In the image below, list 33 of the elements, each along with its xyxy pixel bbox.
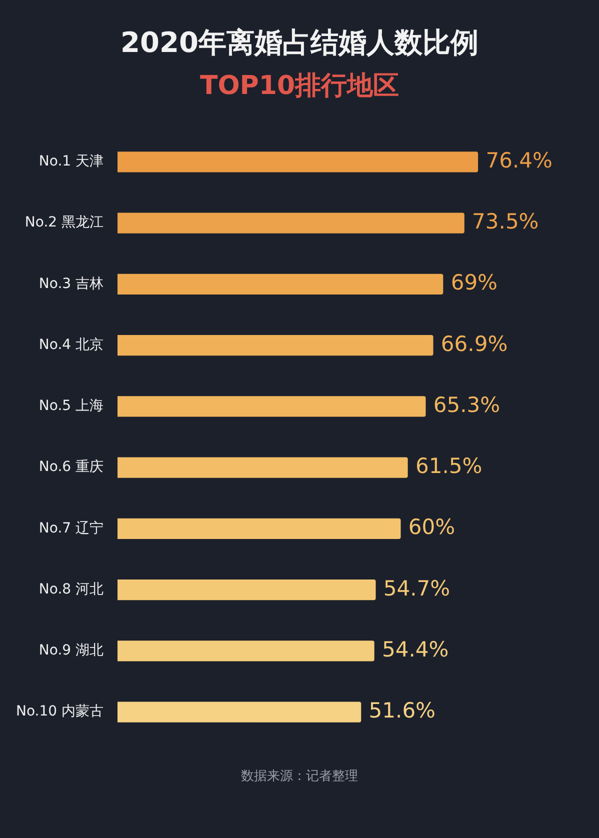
y-tick-label: No.9 湖北 bbox=[38, 642, 104, 659]
bar bbox=[118, 274, 444, 295]
y-tick-label: No.8 河北 bbox=[38, 581, 104, 598]
data-label: 76.4% bbox=[486, 148, 552, 172]
data-label: 61.5% bbox=[415, 454, 482, 478]
data-label: 54.7% bbox=[383, 576, 450, 600]
bar bbox=[118, 457, 408, 478]
y-tick-label: No.2 黑龙江 bbox=[24, 214, 104, 231]
data-label: 73.5% bbox=[472, 210, 539, 234]
y-tick-label: No.7 辽宁 bbox=[38, 520, 104, 536]
y-tick-label: No.10 内蒙古 bbox=[16, 704, 104, 720]
data-label: 51.6% bbox=[368, 698, 436, 722]
data-label: 66.9% bbox=[440, 332, 508, 356]
bar bbox=[118, 579, 376, 600]
data-label: 54.4% bbox=[382, 637, 449, 662]
bar bbox=[118, 702, 362, 722]
data-label: 65.3% bbox=[433, 392, 500, 417]
bar bbox=[118, 396, 426, 417]
data-label: 60% bbox=[408, 515, 456, 540]
bar bbox=[118, 212, 464, 234]
y-tick-label: No.3 吉林 bbox=[38, 276, 104, 292]
bar bbox=[118, 334, 434, 356]
chart-subtitle: TOP10排行地区 bbox=[198, 70, 400, 103]
bar bbox=[118, 152, 478, 172]
y-tick-label: No.5 上海 bbox=[38, 398, 104, 414]
source-note: 数据来源：记者整理 bbox=[240, 768, 359, 785]
y-tick-label: No.4 北京 bbox=[38, 336, 104, 353]
y-tick-label: No.6 重庆 bbox=[38, 459, 104, 476]
bar bbox=[118, 518, 401, 540]
bar bbox=[118, 640, 374, 662]
y-tick-label: No.1 天津 bbox=[38, 154, 104, 170]
data-label: 69% bbox=[450, 270, 498, 295]
chart-title: 2020年离婚占结婚人数比例 bbox=[120, 25, 480, 61]
